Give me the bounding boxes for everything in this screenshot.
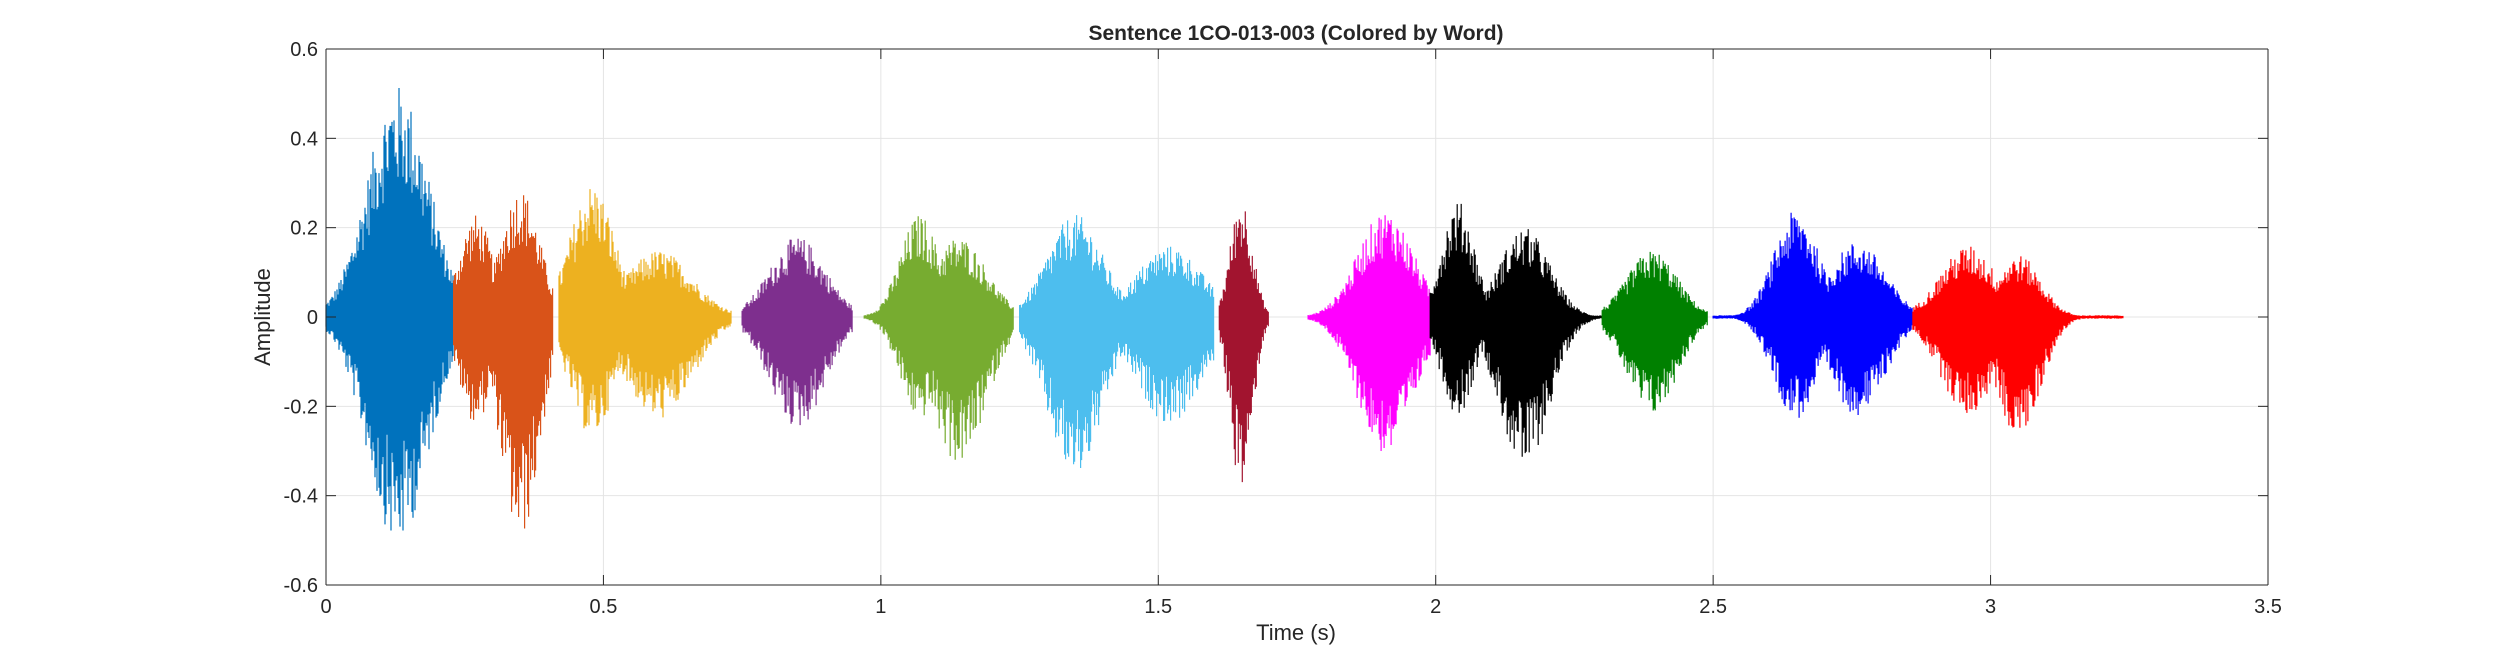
waveform-segment [1218,211,1269,483]
y-axis-label: Amplitude [250,268,275,366]
waveform-series [1429,203,1603,457]
waveform-segment [1712,212,1913,418]
waveform-segment [863,216,1014,460]
y-tick-label: 0.2 [290,218,318,240]
waveform-segment [1912,246,2124,428]
plot-area: 0 0.5 1 1.5 2 2.5 3 3.5 -0.6 -0.4 -0.2 0 0.2 0.4 0.6 [284,39,2282,618]
y-tick-label: 0.4 [290,128,318,150]
y-tick-label: 0.6 [290,39,318,61]
chart-title: Sentence 1CO-013-003 (Colored by Word) [1088,22,1503,45]
y-tick-label: -0.2 [284,396,318,418]
waveform-series [558,189,732,429]
x-tick-label: 3.5 [2254,596,2282,618]
waveform-segment [1307,215,1431,451]
waveform-series [1912,246,2124,428]
x-tick-label: 2.5 [1699,596,1727,618]
waveform-segment [741,238,853,426]
waveform-series [453,195,554,529]
x-tick-label: 1 [875,596,886,618]
y-tick-label: -0.6 [284,575,318,597]
waveform-segment [1019,215,1215,468]
waveform-segment [558,189,732,429]
y-tick-label: -0.4 [284,486,318,508]
waveform-series [741,238,853,426]
x-tick-label: 2 [1430,596,1441,618]
y-tick-label: 0 [307,307,318,329]
x-tick-label: 1.5 [1144,596,1172,618]
waveform-series [1307,215,1431,451]
x-axis-label: Time (s) [1256,620,1336,645]
waveform-series [1601,251,1708,411]
x-tick-label: 0 [320,596,331,618]
waveform-segment [1429,203,1603,457]
waveform-segment [1601,251,1708,411]
waveform-series [1712,212,1913,418]
waveform-series [1019,215,1215,468]
waveform-series [1218,211,1269,483]
waveform-series [863,216,1014,460]
x-tick-label: 0.5 [590,596,618,618]
x-tick-label: 3 [1985,596,1996,618]
waveform-segment [453,195,554,529]
